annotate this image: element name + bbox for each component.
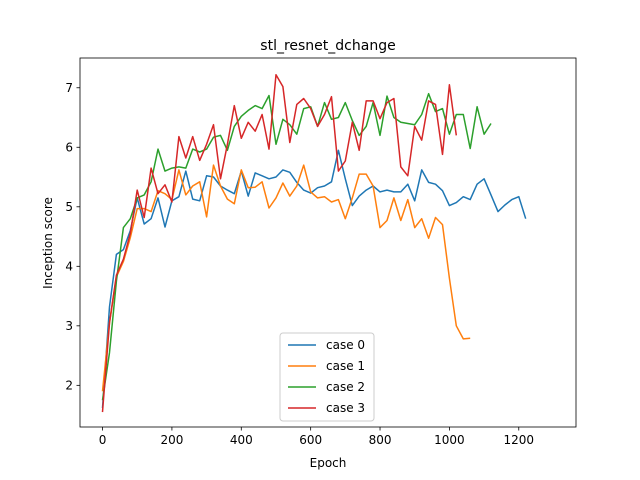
x-tick-label: 400 (230, 433, 253, 447)
series-line-case-2 (101, 92, 492, 401)
x-tick-label: 200 (160, 433, 183, 447)
legend-label-case-0: case 0 (326, 338, 365, 352)
x-tick-label: 1200 (503, 433, 534, 447)
plot-area (79, 57, 577, 428)
axes-frame (79, 57, 577, 428)
y-tick-label: 4 (65, 259, 73, 273)
x-tick-label: 0 (99, 433, 107, 447)
chart-title: stl_resnet_dchange (260, 38, 395, 54)
y-axis-ticks: 2 3 4 5 6 7 (65, 81, 80, 392)
y-tick-label: 6 (65, 140, 73, 154)
y-tick-label: 3 (65, 319, 73, 333)
y-tick-label: 2 (65, 378, 73, 392)
x-axis-label: Epoch (310, 456, 347, 470)
y-tick-label: 7 (65, 81, 73, 95)
y-tick-label: 5 (65, 200, 73, 214)
x-tick-label: 600 (299, 433, 322, 447)
x-tick-label: 800 (369, 433, 392, 447)
legend-label-case-3: case 3 (326, 401, 365, 415)
legend-box (279, 332, 375, 422)
series-line-case-3 (101, 73, 458, 413)
x-axis-ticks: 0 200 400 600 800 1000 1200 (99, 427, 534, 447)
x-tick-label: 1000 (434, 433, 465, 447)
legend-label-case-2: case 2 (326, 380, 365, 394)
y-axis-label: Inception score (41, 197, 55, 289)
legend: case 0 case 1 case 2 case 3 (279, 332, 375, 422)
legend-label-case-1: case 1 (326, 359, 365, 373)
series-line-case-1 (101, 164, 471, 392)
series-line-case-0 (101, 149, 527, 409)
